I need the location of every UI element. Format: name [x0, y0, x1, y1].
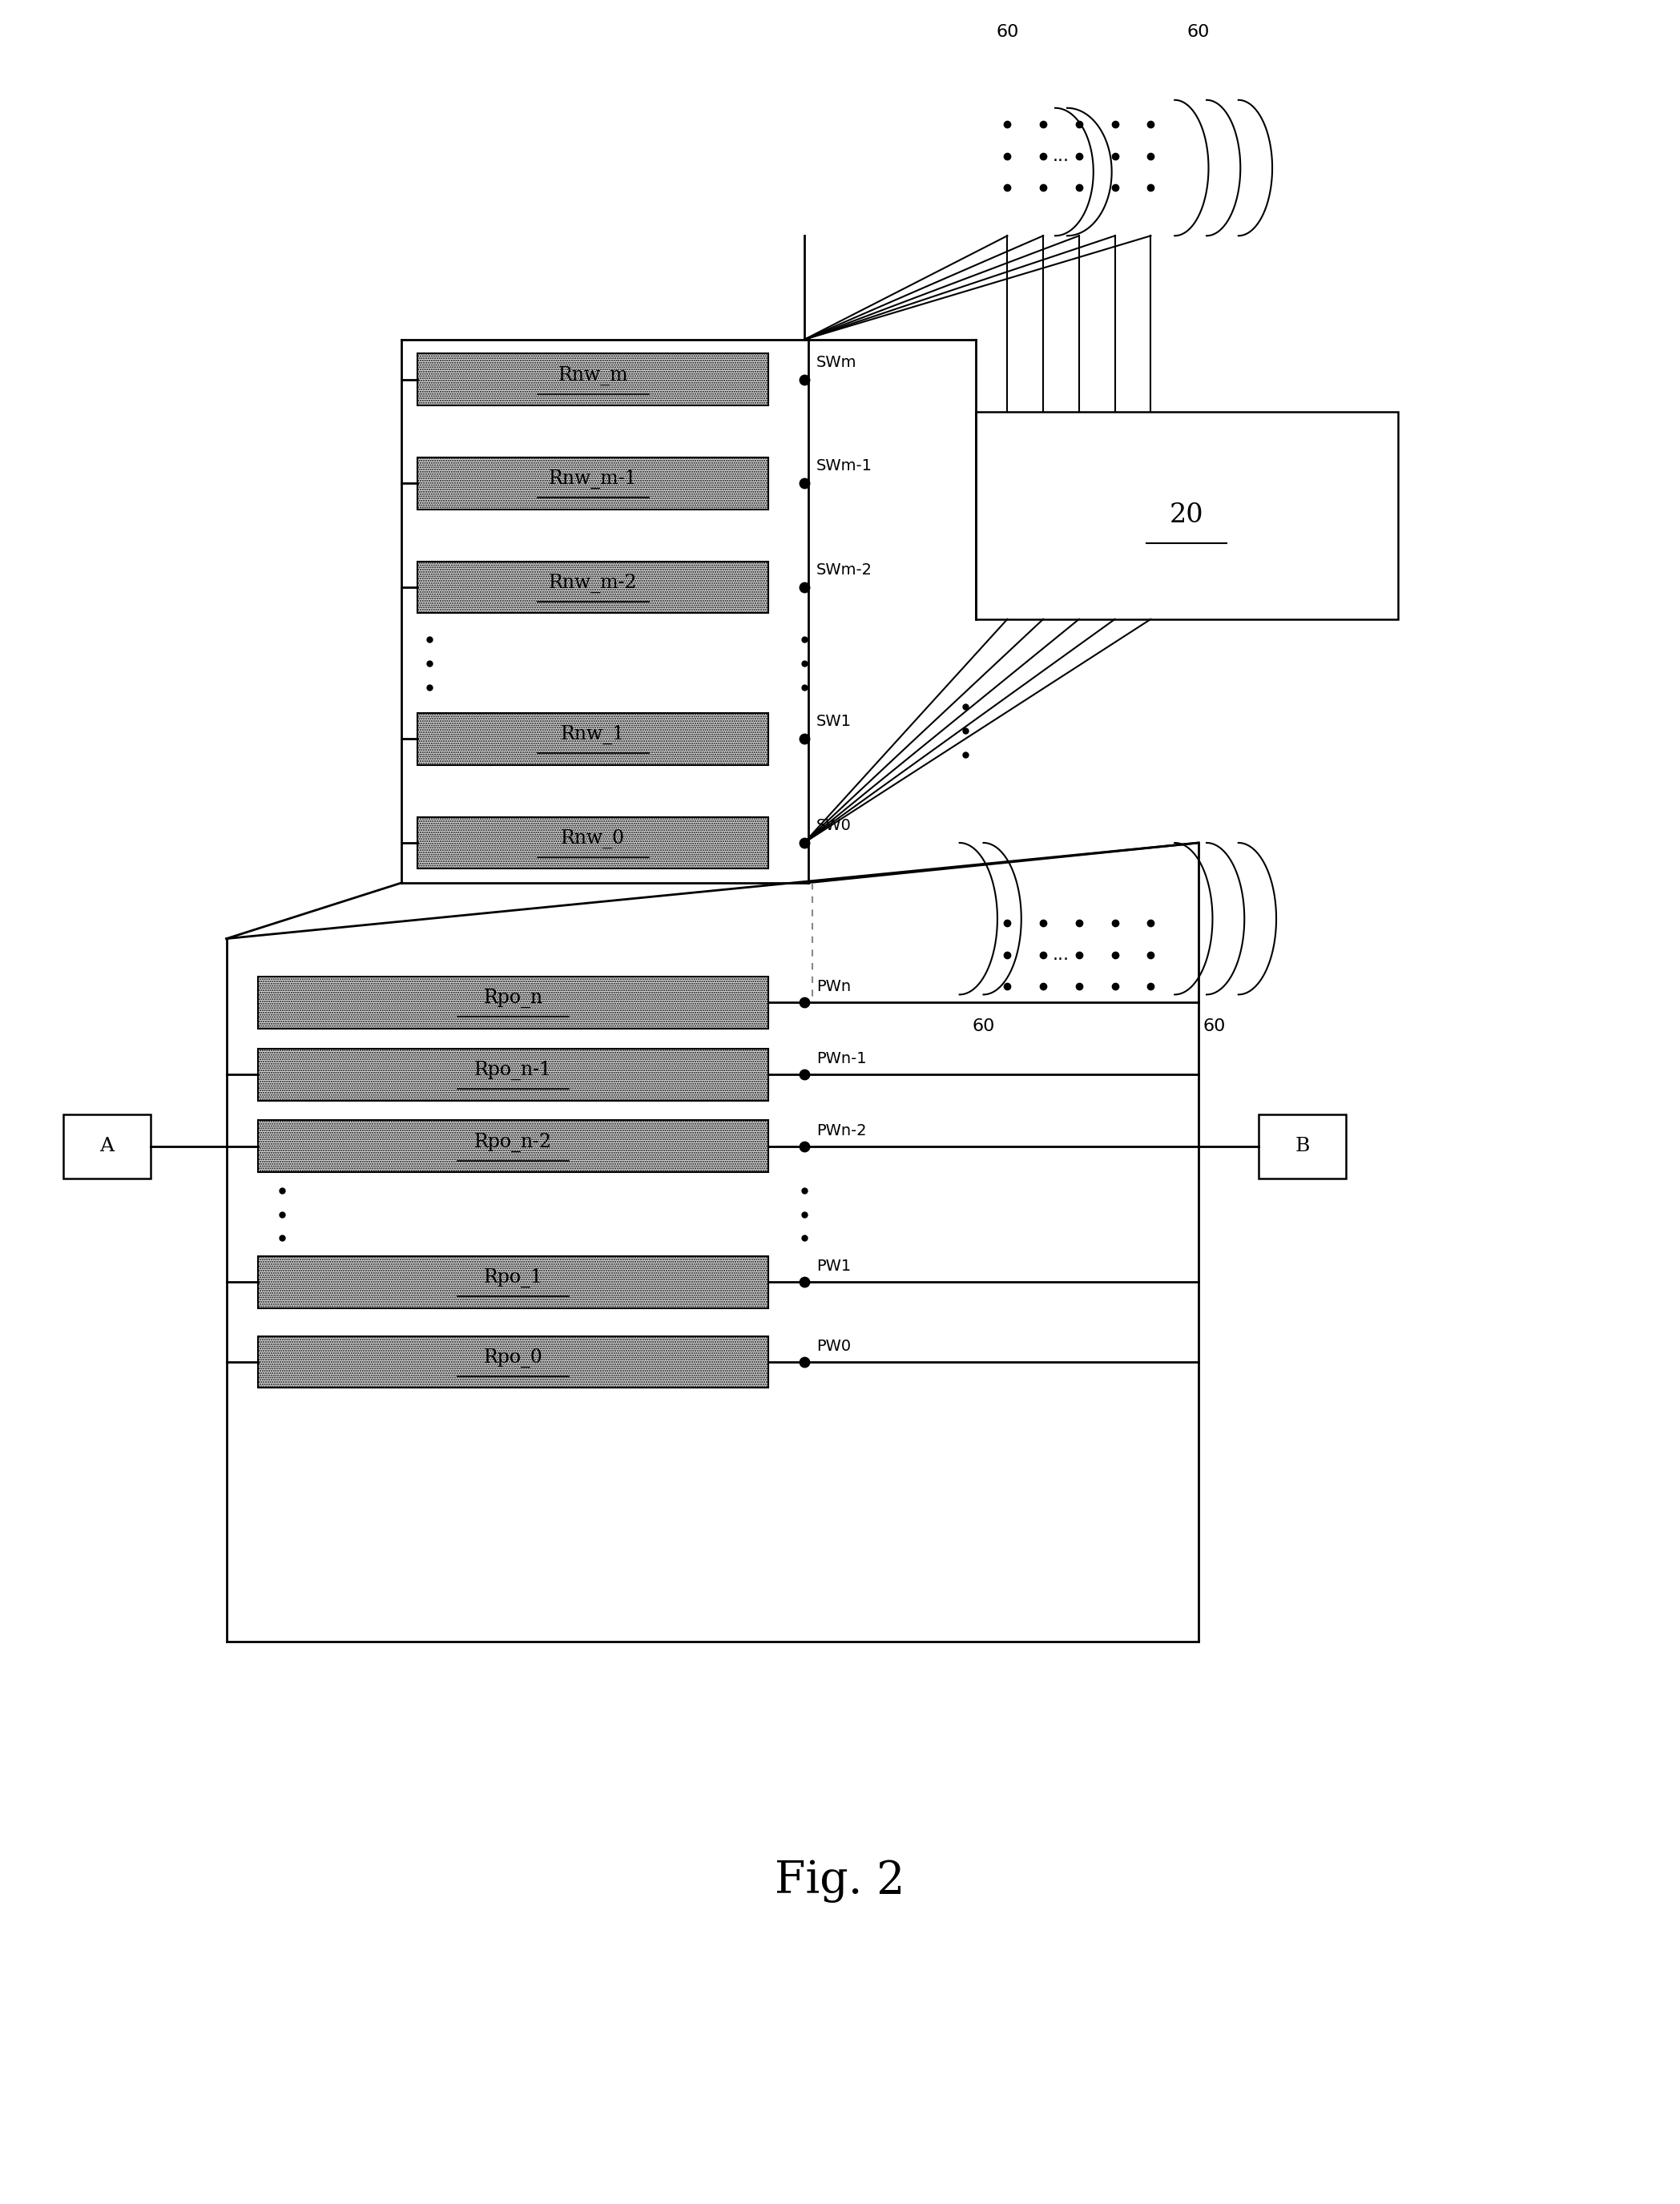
- FancyBboxPatch shape: [418, 458, 768, 509]
- FancyBboxPatch shape: [259, 1049, 768, 1100]
- Text: SWm-1: SWm-1: [816, 458, 872, 474]
- FancyBboxPatch shape: [418, 353, 768, 406]
- Text: PW0: PW0: [816, 1338, 850, 1353]
- Text: 60: 60: [973, 1018, 995, 1034]
- FancyBboxPatch shape: [259, 976, 768, 1029]
- Text: PWn-1: PWn-1: [816, 1051, 867, 1067]
- FancyBboxPatch shape: [259, 1256, 768, 1307]
- FancyBboxPatch shape: [1258, 1115, 1346, 1179]
- Text: Rpo_n-1: Rpo_n-1: [474, 1060, 553, 1080]
- Text: SW0: SW0: [816, 818, 852, 833]
- Text: Rnw_1: Rnw_1: [561, 725, 625, 745]
- Text: Fig. 2: Fig. 2: [774, 1860, 906, 1902]
- Text: Rpo_n: Rpo_n: [484, 990, 543, 1007]
- Text: Rpo_n-2: Rpo_n-2: [474, 1133, 553, 1153]
- Text: PWn: PWn: [816, 979, 850, 994]
- Text: Rnw_0: Rnw_0: [561, 829, 625, 849]
- Text: 60: 60: [996, 24, 1018, 40]
- FancyBboxPatch shape: [259, 1336, 768, 1389]
- Text: SW1: SW1: [816, 714, 852, 730]
- Text: PWn-2: PWn-2: [816, 1124, 867, 1137]
- Text: Rpo_1: Rpo_1: [484, 1270, 543, 1287]
- FancyBboxPatch shape: [64, 1115, 151, 1179]
- FancyBboxPatch shape: [259, 1120, 768, 1173]
- FancyBboxPatch shape: [418, 562, 768, 613]
- Text: ...: ...: [1053, 148, 1070, 163]
- Text: Rnw_m: Rnw_m: [558, 366, 628, 386]
- FancyBboxPatch shape: [418, 714, 768, 765]
- Text: B: B: [1295, 1137, 1309, 1155]
- Text: 60: 60: [1203, 1018, 1226, 1034]
- Text: 60: 60: [1188, 24, 1210, 40]
- FancyBboxPatch shape: [976, 412, 1398, 619]
- Text: Rpo_0: Rpo_0: [484, 1349, 543, 1369]
- Text: SWm-2: SWm-2: [816, 562, 872, 577]
- Text: ...: ...: [1053, 948, 1070, 963]
- Text: PW1: PW1: [816, 1258, 850, 1274]
- Text: Rnw_m-2: Rnw_m-2: [549, 573, 637, 593]
- FancyBboxPatch shape: [418, 818, 768, 868]
- Text: Rnw_m-1: Rnw_m-1: [549, 469, 637, 489]
- Text: SWm: SWm: [816, 355, 857, 370]
- Text: A: A: [99, 1137, 114, 1155]
- Text: 20: 20: [1169, 503, 1203, 529]
